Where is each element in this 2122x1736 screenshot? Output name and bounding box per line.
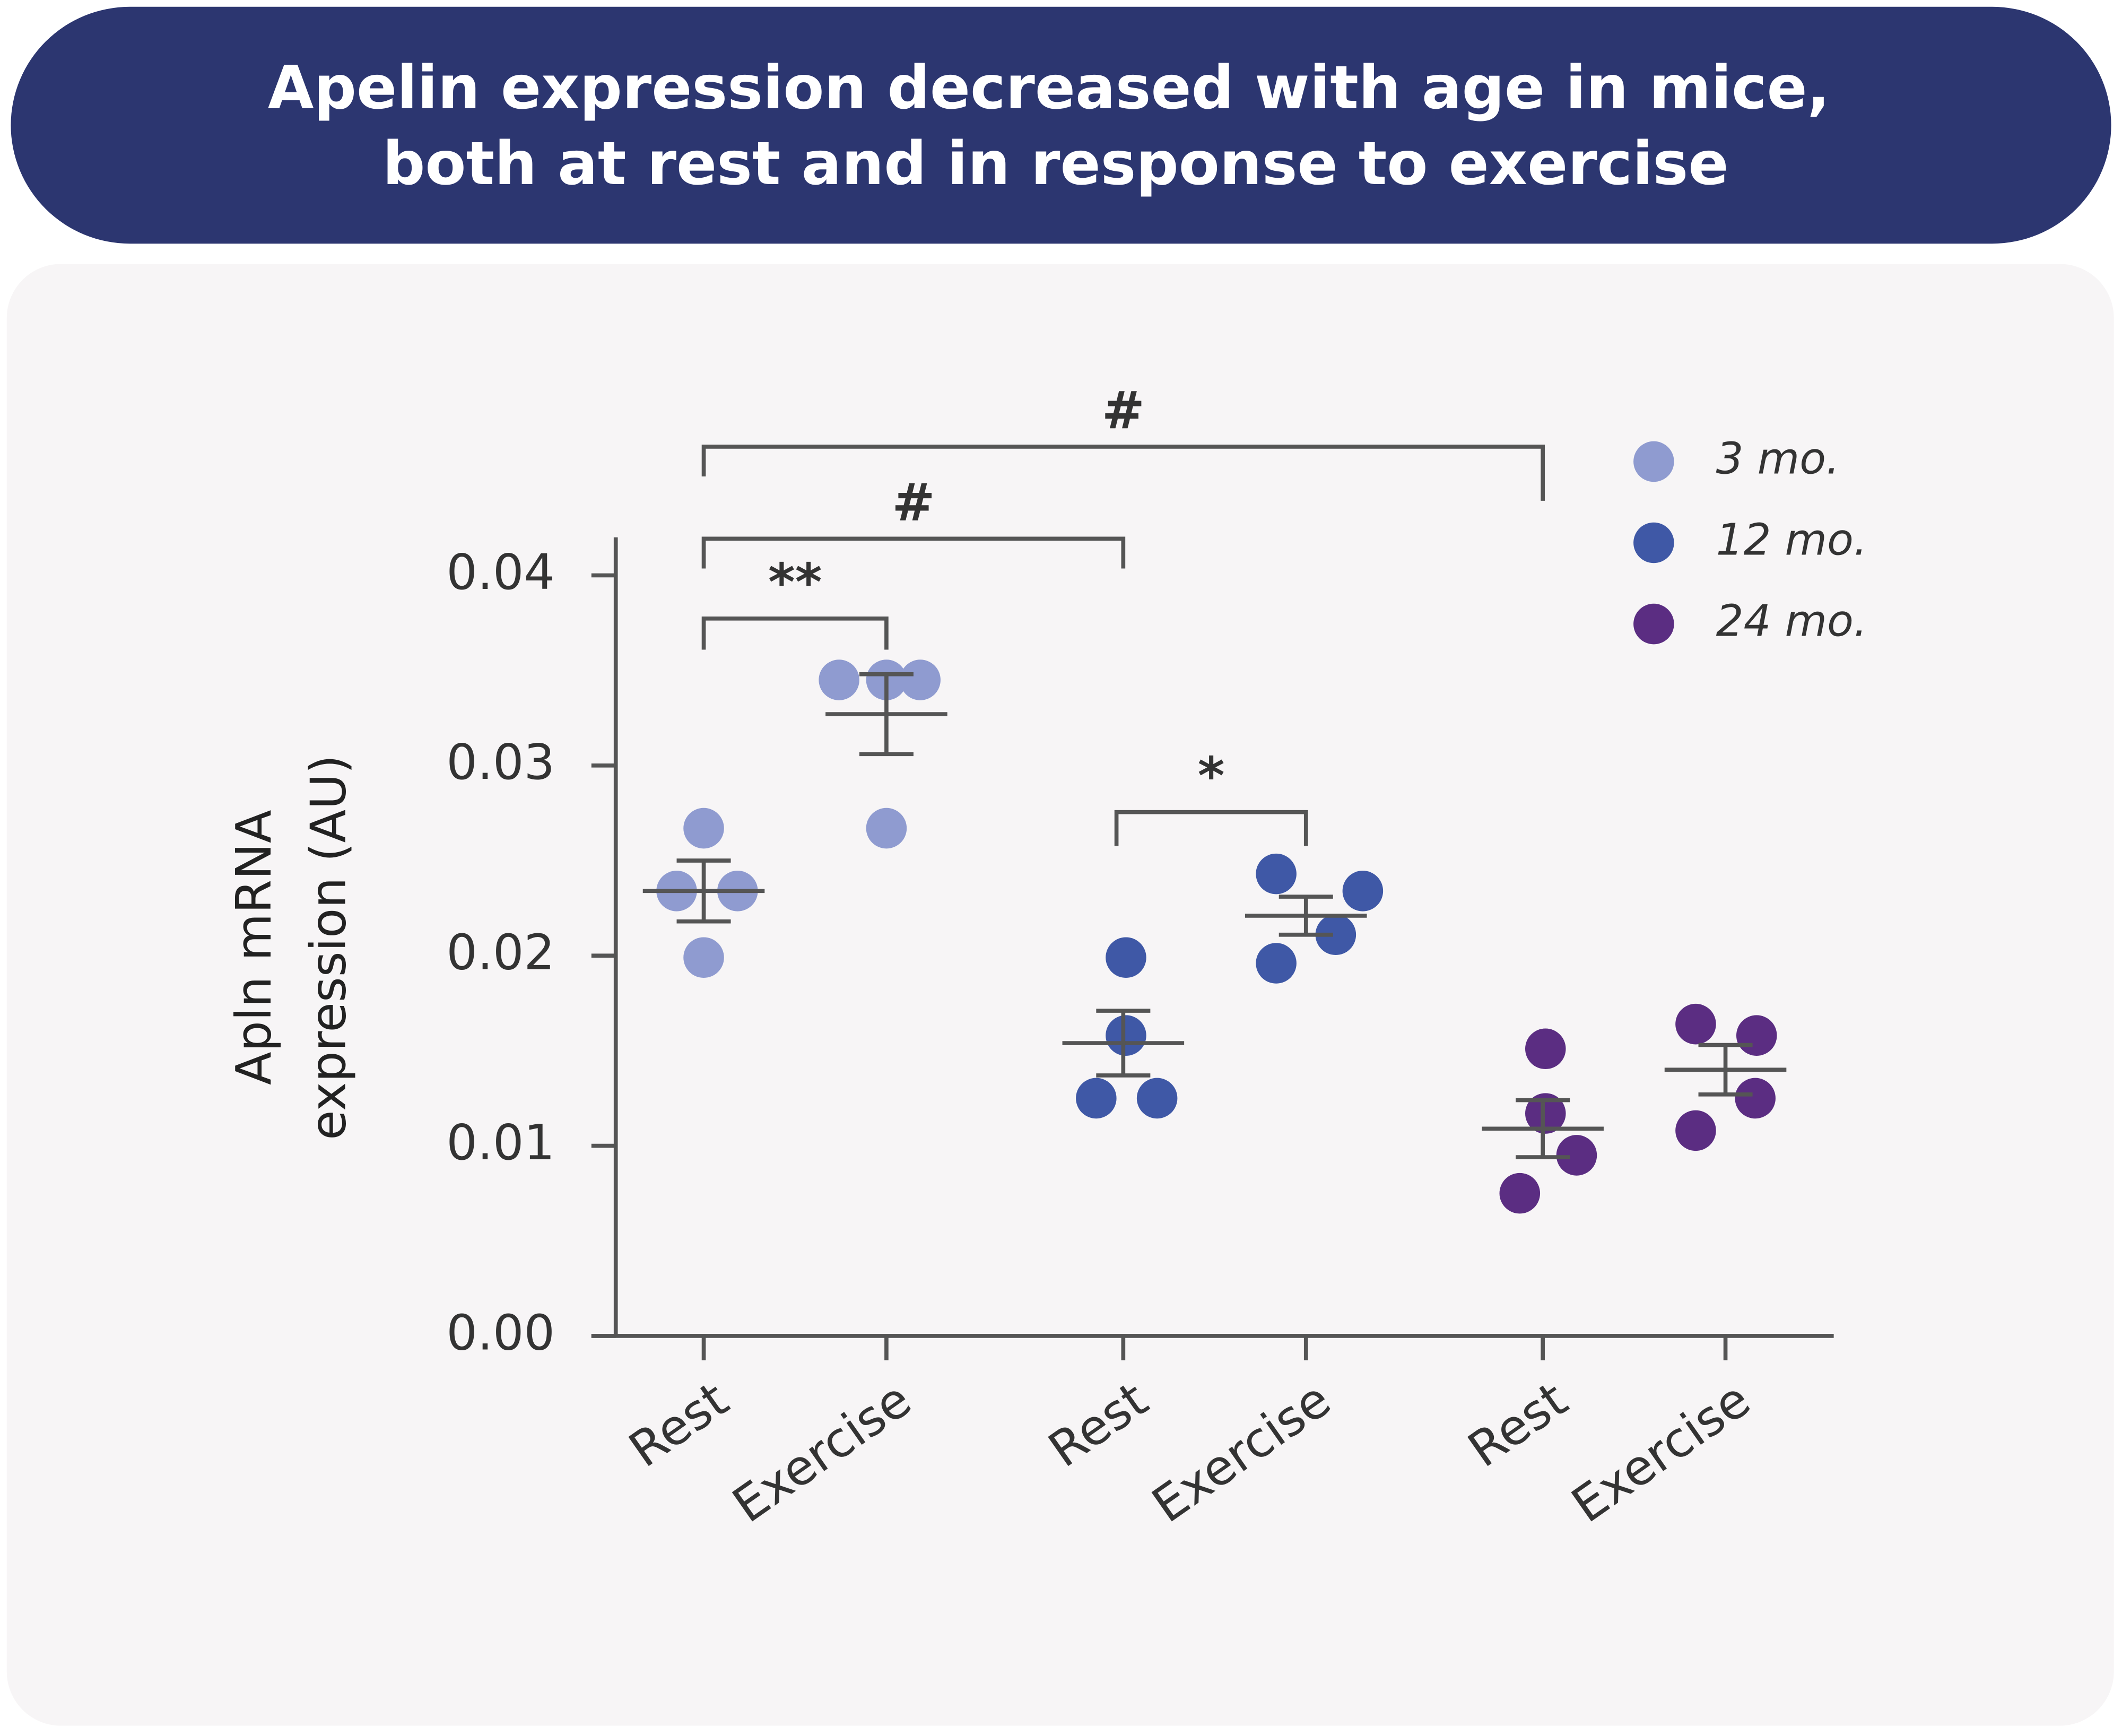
data-point	[1499, 1173, 1541, 1214]
legend-label: 3 mo.	[1716, 433, 1840, 484]
y-tick-label: 0.03	[446, 734, 554, 791]
legend-label: 24 mo.	[1716, 596, 1867, 647]
data-point	[683, 937, 724, 978]
significance-label: **	[768, 552, 822, 612]
data-point	[1675, 1003, 1716, 1045]
significance-label: *	[1198, 746, 1225, 806]
data-point	[1675, 1110, 1716, 1151]
chart-title: Apelin expression decreased with age in …	[268, 54, 1830, 123]
data-point	[1106, 1015, 1146, 1056]
data-point	[683, 808, 724, 849]
data-point	[1136, 1078, 1178, 1119]
title-banner	[11, 6, 2111, 244]
chart-card	[6, 264, 2114, 1726]
y-axis-label: expression (AU)	[300, 755, 356, 1140]
significance-label: #	[1102, 380, 1145, 440]
y-axis-label: Apln mRNA	[225, 810, 282, 1085]
data-point	[1315, 914, 1356, 956]
data-point	[1256, 853, 1297, 895]
data-point	[1256, 943, 1297, 984]
data-point	[1106, 937, 1146, 978]
y-tick-label: 0.02	[446, 924, 554, 981]
data-point	[1736, 1015, 1777, 1056]
data-point	[1076, 1078, 1117, 1119]
y-tick-label: 0.00	[446, 1304, 554, 1361]
legend-marker	[1633, 522, 1674, 563]
data-point	[900, 659, 941, 700]
data-point	[1556, 1135, 1597, 1176]
significance-bracket	[701, 445, 1545, 501]
significance-bracket	[701, 617, 889, 650]
legend-label: 12 mo.	[1716, 515, 1867, 565]
y-tick-label: 0.01	[446, 1114, 554, 1171]
legend-marker	[1633, 603, 1674, 645]
data-point	[1735, 1078, 1776, 1119]
data-point	[1342, 871, 1384, 912]
y-tick-label: 0.04	[446, 544, 554, 601]
chart-title: both at rest and in response to exercise	[382, 129, 1728, 198]
significance-label: #	[892, 472, 935, 532]
data-point	[819, 659, 859, 700]
significance-bracket	[701, 536, 1126, 569]
legend-marker	[1633, 441, 1674, 482]
significance-bracket	[1114, 810, 1308, 846]
data-point	[1525, 1093, 1566, 1134]
data-point	[866, 808, 907, 849]
data-point	[1525, 1028, 1566, 1070]
